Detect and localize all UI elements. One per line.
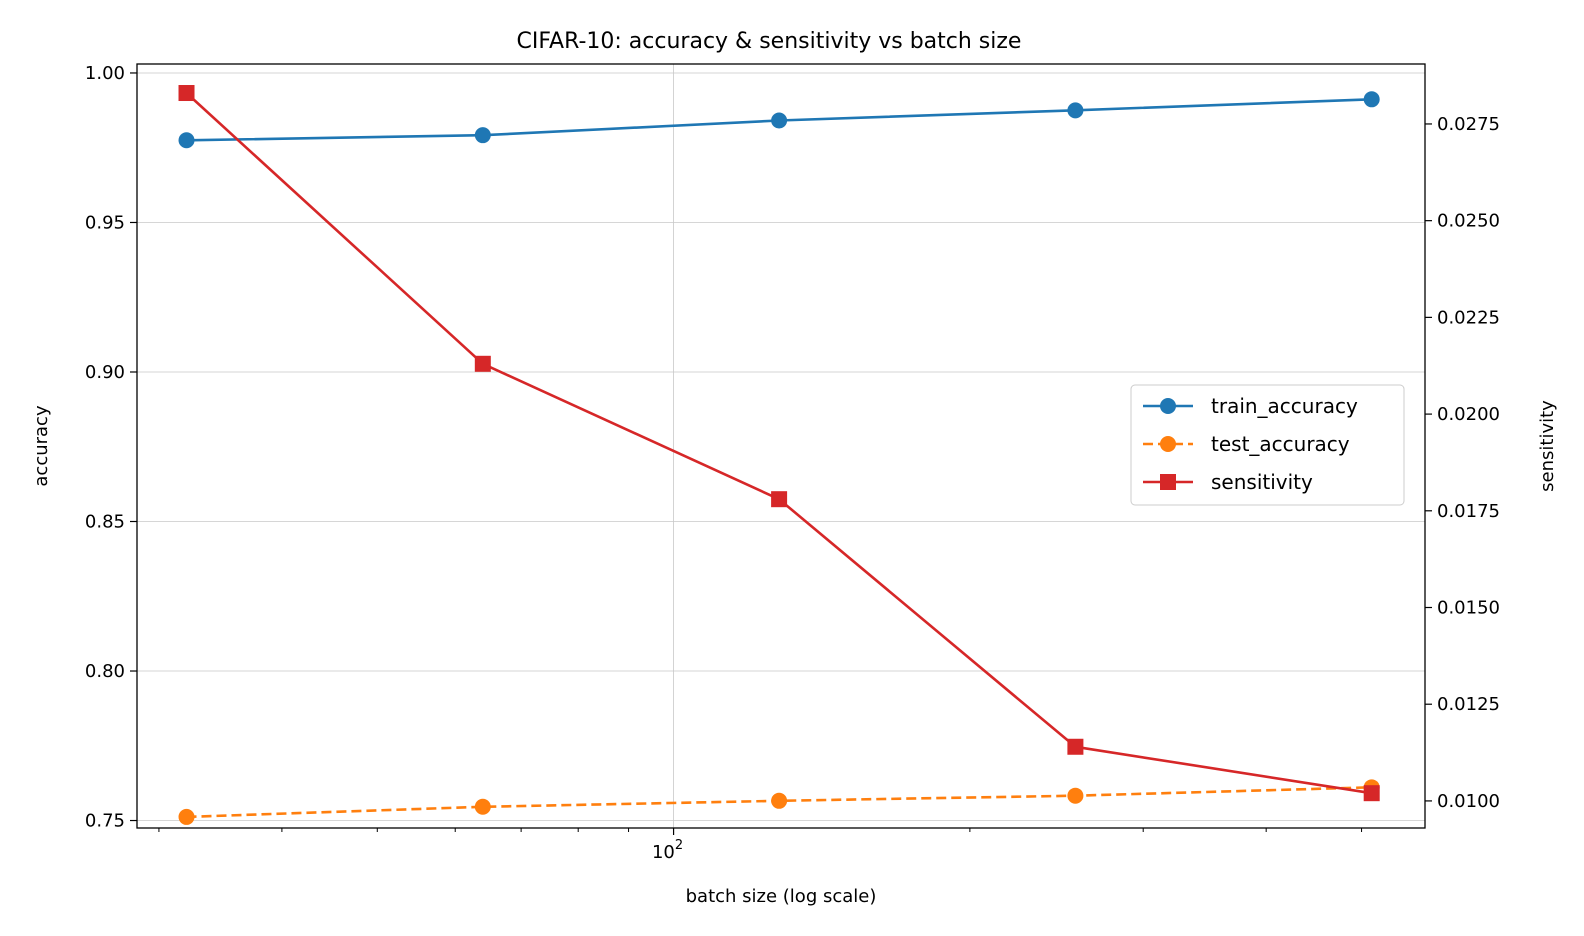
y-right-tick-label: 0.0200 — [1437, 404, 1500, 425]
y-left-tick-label: 0.80 — [85, 661, 125, 682]
test_accuracy-legend-label: test_accuracy — [1211, 432, 1350, 456]
y-right-tick-label: 0.0225 — [1437, 307, 1500, 328]
test_accuracy-legend-marker — [1160, 436, 1176, 452]
y-right-tick-label: 0.0125 — [1437, 694, 1500, 715]
sensitivity-point — [1363, 785, 1380, 802]
y-axis-left: 0.75 0.80 0.85 0.90 0.95 1.00 — [85, 63, 137, 832]
x-axis: 102 — [158, 828, 1363, 863]
x-tick-label: 102 — [652, 838, 683, 863]
sensitivity-point — [474, 355, 491, 372]
y-left-tick-label: 0.95 — [85, 212, 125, 233]
legend-box — [1130, 384, 1405, 506]
chart-title: CIFAR-10: accuracy & sensitivity vs batc… — [517, 29, 1022, 54]
series-markers — [178, 85, 1380, 825]
y-right-tick-label: 0.0250 — [1437, 211, 1500, 232]
plot-frame — [136, 63, 1426, 829]
train_accuracy-legend-label: train_accuracy — [1211, 394, 1358, 418]
y-right-tick-label: 0.0275 — [1437, 114, 1500, 135]
sensitivity-legend-label: sensitivity — [1211, 470, 1313, 494]
train_accuracy-legend-marker — [1160, 398, 1176, 414]
x-tick-label-exponent: 2 — [675, 838, 683, 853]
train_accuracy-point — [771, 112, 788, 129]
sensitivity-point — [1067, 738, 1084, 755]
legend: train_accuracy test_accuracy sensitivity — [1130, 384, 1405, 506]
y-left-tick-label: 0.85 — [85, 512, 125, 533]
y-axis-label-right: sensitivity — [1537, 400, 1558, 492]
test_accuracy-point — [178, 808, 195, 825]
sensitivity-point — [771, 491, 788, 508]
train_accuracy-point — [178, 132, 195, 149]
test_accuracy-point — [771, 792, 788, 809]
y-axis-label-left: accuracy — [31, 405, 52, 487]
y-right-tick-label: 0.0175 — [1437, 501, 1500, 522]
y-left-tick-label: 0.90 — [85, 362, 125, 383]
y-right-tick-label: 0.0150 — [1437, 598, 1500, 619]
train_accuracy-point — [474, 127, 491, 144]
y-axis-right: 0.0100 0.0125 0.0150 0.0175 0.0200 0.0225 0.02… — [1425, 114, 1500, 812]
train_accuracy-point — [1067, 102, 1084, 119]
test_accuracy-point — [1067, 787, 1084, 804]
sensitivity-point — [178, 85, 195, 102]
y-right-tick-label: 0.0100 — [1437, 791, 1500, 812]
y-left-tick-label: 0.75 — [85, 811, 125, 832]
grid — [137, 64, 1425, 828]
train_accuracy-point — [1363, 91, 1380, 108]
y-left-tick-label: 1.00 — [85, 63, 125, 84]
x-tick-label-base: 10 — [652, 842, 675, 863]
sensitivity-legend-marker — [1160, 474, 1176, 490]
test_accuracy-point — [474, 798, 491, 815]
x-axis-label: batch size (log scale) — [686, 886, 877, 907]
